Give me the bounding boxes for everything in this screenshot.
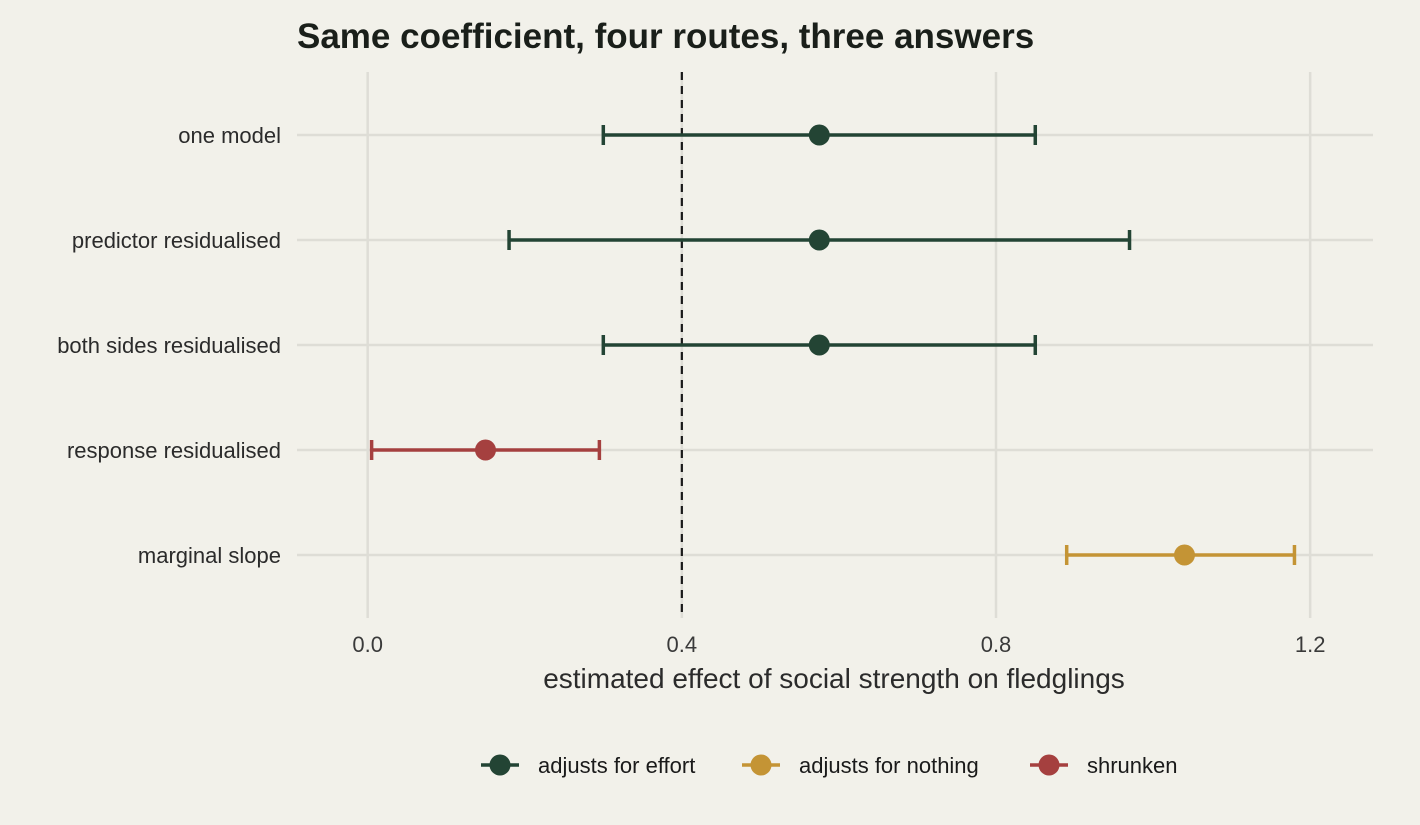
legend-entry-label: adjusts for effort [538,753,695,778]
legend-key-point [1038,754,1060,776]
legend: adjusts for effort adjusts for nothing shr… [481,753,1178,778]
x-tick-label: 0.4 [667,632,698,657]
y-tick-label: marginal slope [138,543,281,568]
marks-layer [369,124,1297,566]
y-axis-labels: one model predictor residualised both side… [57,123,281,568]
y-tick-label: response residualised [67,438,281,463]
legend-key-point [750,754,772,776]
estimate-point [808,229,830,251]
estimate-point [1174,544,1196,566]
y-tick-label: one model [178,123,281,148]
y-tick-label: both sides residualised [57,333,281,358]
x-tick-label: 1.2 [1295,632,1326,657]
estimate-point [808,334,830,356]
chart-title: Same coefficient, four routes, three ans… [297,17,1034,56]
x-tick-label: 0.0 [352,632,383,657]
estimate-point [808,124,830,146]
estimate-point [474,439,496,461]
x-axis-title: estimated effect of social strength on f… [543,663,1125,694]
x-axis-labels: 0.0 0.4 0.8 1.2 [352,632,1325,657]
x-tick-label: 0.8 [981,632,1012,657]
legend-key-point [489,754,511,776]
legend-entry-label: shrunken [1087,753,1178,778]
y-tick-label: predictor residualised [72,228,281,253]
legend-entry-label: adjusts for nothing [799,753,979,778]
